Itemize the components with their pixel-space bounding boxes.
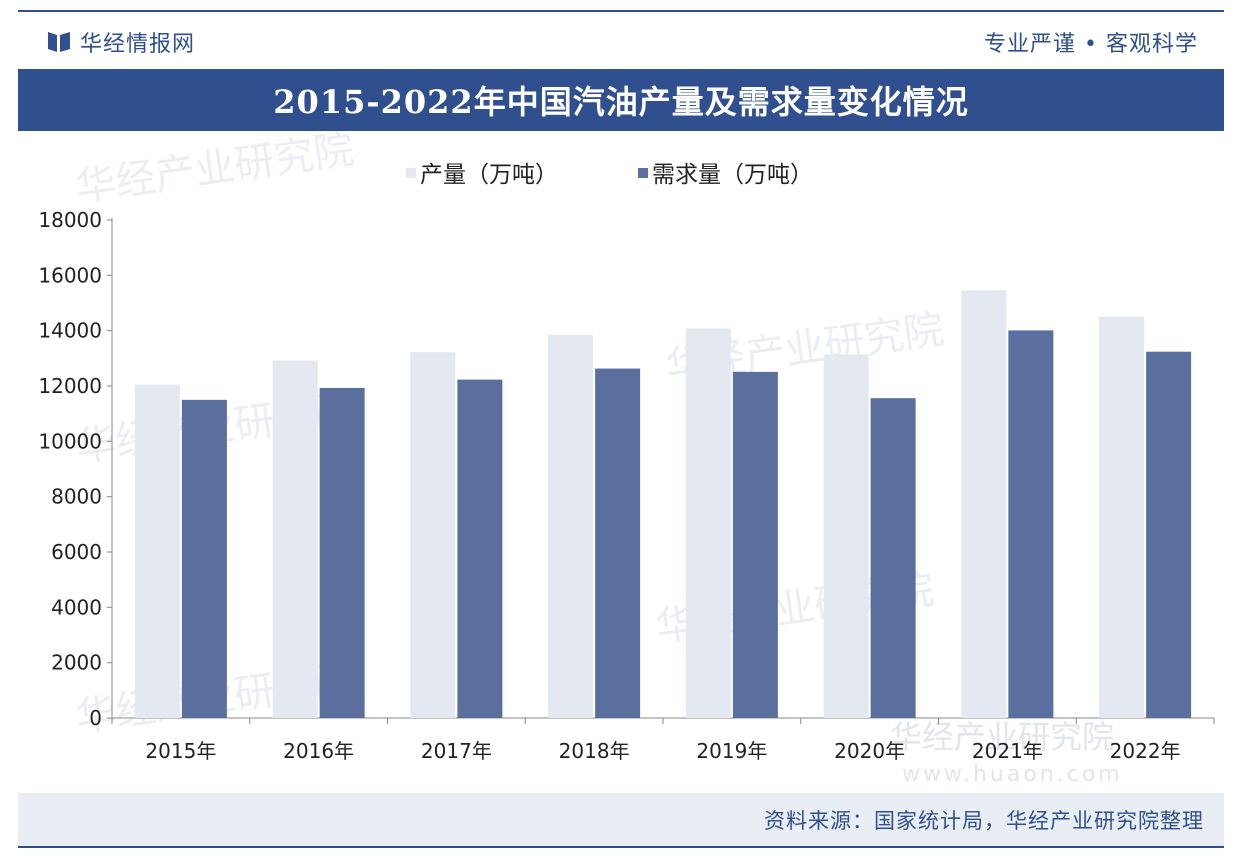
bar-chart: 华经产业研究院 华经产业研究院 华经产业研究院 华经产业研究院 华经产业研究院 … xyxy=(38,126,1215,787)
x-axis: 2015年 2016年 2017年 2018年 2019年 2020年 2021年 2022年 xyxy=(111,717,1215,763)
y-tick-label: 10000 xyxy=(38,429,102,453)
legend-item-demand-swatch xyxy=(638,168,648,178)
bar-production xyxy=(134,384,180,718)
y-tick-label: 2000 xyxy=(51,651,102,675)
bar-production xyxy=(548,334,594,718)
x-tick-label: 2015年 xyxy=(145,739,216,763)
brand-name: 华经情报网 xyxy=(80,32,196,57)
watermark-url: www.huaon.com xyxy=(902,762,1123,787)
bar-demand xyxy=(181,399,227,718)
bar-production xyxy=(823,354,869,718)
y-axis: 0 2000 4000 6000 8000 10000 12000 14000 16000 180… xyxy=(38,208,113,730)
y-tick-label: 14000 xyxy=(38,319,102,343)
bottom-rule xyxy=(18,846,1224,848)
slogan: 专业严谨 • 客观科学 xyxy=(984,32,1198,57)
x-tick-label: 2018年 xyxy=(559,739,630,763)
watermark-text: 华经产业研究院 xyxy=(890,718,1114,756)
y-tick-label: 12000 xyxy=(38,374,102,398)
y-tick-label: 6000 xyxy=(51,540,102,564)
bar-production xyxy=(1099,316,1145,718)
bar-production xyxy=(961,290,1007,718)
chart-area: 华经产业研究院 华经产业研究院 华经产业研究院 华经产业研究院 华经产业研究院 … xyxy=(18,126,1224,793)
x-tick-label: 2021年 xyxy=(972,739,1043,763)
bar-production xyxy=(272,360,318,718)
legend-item-production-swatch xyxy=(406,168,416,178)
x-tick-label: 2020年 xyxy=(834,739,905,763)
y-tick-label: 4000 xyxy=(51,595,102,619)
brand-logo-icon xyxy=(48,32,70,52)
y-tick-label: 16000 xyxy=(38,263,102,287)
bar-production xyxy=(685,328,731,718)
bar-demand xyxy=(1008,330,1054,718)
source-note: 资料来源：国家统计局，华经产业研究院整理 xyxy=(764,808,1204,833)
bar-production xyxy=(410,352,456,718)
x-tick-label: 2019年 xyxy=(696,739,767,763)
bars xyxy=(134,290,1192,718)
source-bar: 资料来源：国家统计局，华经产业研究院整理 xyxy=(18,793,1224,846)
y-tick-label: 18000 xyxy=(38,208,102,232)
y-tick-label: 8000 xyxy=(51,485,102,509)
x-tick-label: 2017年 xyxy=(421,739,492,763)
watermark-bottom-right: 华经产业研究院 www.huaon.com xyxy=(890,718,1123,787)
bar-demand xyxy=(1146,351,1192,718)
bar-demand xyxy=(457,379,503,718)
x-tick-label: 2016年 xyxy=(283,739,354,763)
bar-demand xyxy=(732,371,778,718)
legend-item-demand-label: 需求量（万吨） xyxy=(652,162,813,188)
watermark-text: 华经产业研究院 xyxy=(73,131,357,211)
y-tick-label: 0 xyxy=(89,706,102,730)
brand: 华经情报网 xyxy=(46,26,195,58)
top-rule xyxy=(18,10,1224,12)
legend-item-production-label: 产量（万吨） xyxy=(420,162,558,188)
bar-demand xyxy=(595,368,641,718)
legend: 产量（万吨） 需求量（万吨） xyxy=(406,162,813,188)
bar-demand xyxy=(319,387,365,718)
chart-title: 2015-2022年中国汽油产量及需求量变化情况 xyxy=(273,83,969,121)
bar-demand xyxy=(870,398,916,718)
x-tick-label: 2022年 xyxy=(1110,739,1181,763)
title-bar: 2015-2022年中国汽油产量及需求量变化情况 xyxy=(18,69,1224,131)
